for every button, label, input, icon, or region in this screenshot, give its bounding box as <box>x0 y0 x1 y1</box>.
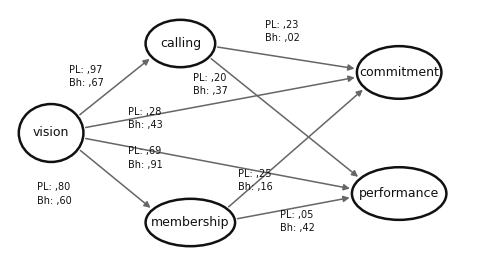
Ellipse shape <box>146 20 215 67</box>
Text: vision: vision <box>33 127 70 139</box>
Ellipse shape <box>19 104 84 162</box>
Text: PL: ,80
Bh: ,60: PL: ,80 Bh: ,60 <box>37 182 72 206</box>
Text: calling: calling <box>160 37 201 50</box>
Text: commitment: commitment <box>359 66 439 79</box>
Text: PL: ,25
Bh: ,16: PL: ,25 Bh: ,16 <box>238 169 272 192</box>
Text: membership: membership <box>151 216 230 229</box>
Text: performance: performance <box>359 187 440 200</box>
Text: PL: ,28
Bh: ,43: PL: ,28 Bh: ,43 <box>128 107 163 130</box>
Ellipse shape <box>146 199 235 246</box>
Text: PL: ,20
Bh: ,37: PL: ,20 Bh: ,37 <box>193 73 228 96</box>
Ellipse shape <box>357 46 442 99</box>
Text: PL: ,69
Bh: ,91: PL: ,69 Bh: ,91 <box>128 146 163 170</box>
Text: PL: ,23
Bh: ,02: PL: ,23 Bh: ,02 <box>265 20 300 43</box>
Text: PL: ,97
Bh: ,67: PL: ,97 Bh: ,67 <box>68 65 104 88</box>
Text: PL: ,05
Bh: ,42: PL: ,05 Bh: ,42 <box>280 210 314 233</box>
Ellipse shape <box>352 167 446 220</box>
